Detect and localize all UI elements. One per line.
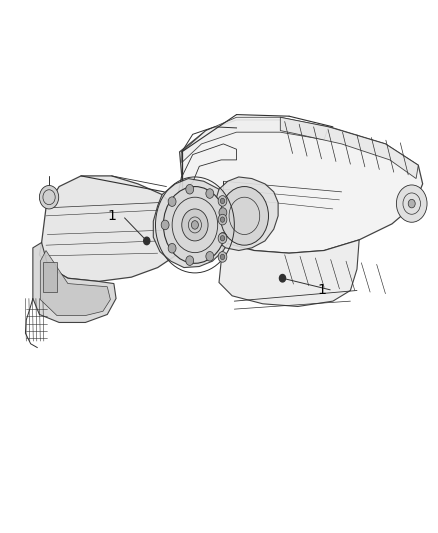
Polygon shape [177,120,423,253]
Circle shape [144,237,150,245]
Circle shape [182,209,208,241]
Polygon shape [219,240,359,306]
Polygon shape [43,262,57,292]
Circle shape [396,185,427,222]
Polygon shape [39,176,182,281]
Circle shape [161,220,169,230]
Circle shape [218,196,227,206]
Circle shape [218,214,227,225]
Circle shape [219,232,227,242]
Polygon shape [153,179,234,268]
Polygon shape [211,177,278,251]
Circle shape [220,187,268,245]
Polygon shape [33,243,116,322]
Circle shape [220,217,225,222]
Circle shape [279,274,286,282]
Polygon shape [40,251,110,316]
Polygon shape [182,117,328,163]
Circle shape [163,187,226,263]
Circle shape [206,189,214,198]
Circle shape [168,197,176,206]
Polygon shape [280,117,418,179]
Circle shape [186,256,194,265]
Circle shape [220,236,225,241]
Circle shape [191,221,198,229]
Circle shape [218,233,227,244]
Circle shape [220,198,225,204]
Circle shape [168,244,176,253]
Circle shape [220,254,225,260]
Circle shape [39,185,59,209]
Circle shape [218,252,227,262]
Circle shape [408,199,415,208]
Text: 1: 1 [318,284,326,297]
Text: 1: 1 [107,209,116,223]
Circle shape [206,252,214,261]
Circle shape [186,184,194,194]
Circle shape [219,208,227,217]
